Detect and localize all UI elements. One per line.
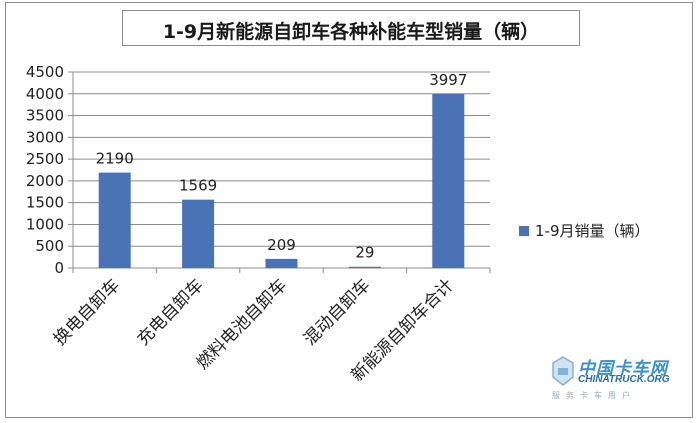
- category-label: 混动自卸车: [300, 275, 374, 349]
- category-label: 充电自卸车: [133, 275, 207, 349]
- y-tick-label: 3000: [26, 128, 64, 146]
- bar: [265, 258, 298, 268]
- legend-label: 1-9月销量（辆）: [535, 222, 650, 240]
- data-label: 2190: [96, 150, 134, 168]
- y-tick-label: 0: [54, 259, 64, 277]
- y-tick-label: 1500: [26, 194, 64, 212]
- y-tick-label: 500: [35, 237, 64, 255]
- y-tick-label: 4500: [26, 63, 64, 81]
- y-tick-label: 1000: [26, 215, 64, 233]
- data-label: 29: [355, 244, 374, 262]
- data-label: 209: [267, 236, 296, 254]
- watermark-name-cn: 中国卡车网: [578, 359, 668, 379]
- data-label: 1569: [179, 177, 217, 195]
- bar: [432, 93, 465, 268]
- bar: [348, 266, 381, 268]
- y-tick-label: 4000: [26, 85, 64, 103]
- y-tick-label: 2500: [26, 150, 64, 168]
- category-label: 燃料电池自卸车: [193, 275, 291, 373]
- chart-title: 1-9月新能源自卸车各种补能车型销量（辆）: [162, 21, 540, 43]
- y-tick-label: 2000: [26, 172, 64, 190]
- bar: [98, 172, 131, 268]
- category-label: 换电自卸车: [50, 275, 124, 349]
- chinatruck-watermark: 中国卡车网 CHINATRUCK.ORG 服务卡车用户: [552, 354, 692, 406]
- watermark-name-en: CHINATRUCK.ORG: [578, 374, 670, 385]
- legend-swatch: [519, 226, 529, 236]
- y-tick-label: 3500: [26, 107, 64, 125]
- watermark-tagline: 服务卡车用户: [552, 391, 636, 400]
- data-label: 3997: [429, 71, 467, 89]
- bar: [182, 199, 215, 268]
- truck-logo-icon: [552, 356, 574, 386]
- chart-title-box: 1-9月新能源自卸车各种补能车型销量（辆）: [122, 10, 580, 46]
